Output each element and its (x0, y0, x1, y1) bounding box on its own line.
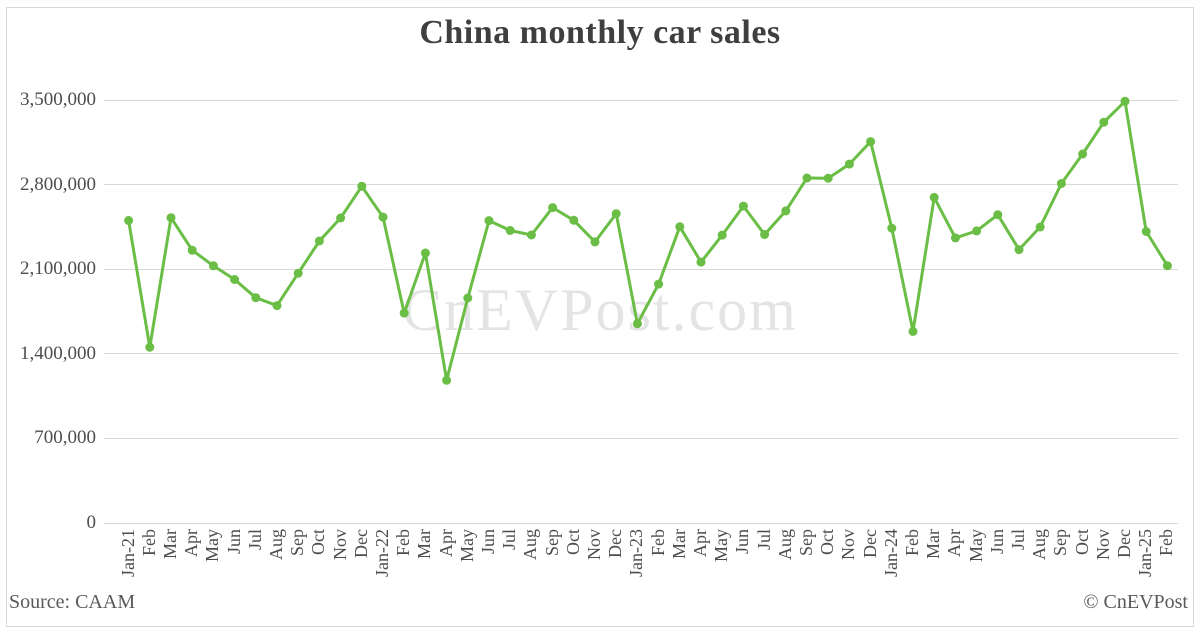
data-point-marker (187, 245, 197, 255)
data-point-marker (378, 212, 388, 222)
data-point-marker (866, 137, 876, 147)
data-point-marker (781, 206, 791, 216)
data-point-marker (145, 342, 155, 352)
y-axis-tick-label: 0 (86, 512, 97, 533)
data-point-marker (357, 181, 367, 191)
data-point-marker (1120, 96, 1130, 106)
y-gridline (104, 522, 1178, 524)
data-point-marker (251, 293, 261, 303)
y-axis-tick-label: 1,400,000 (20, 342, 96, 364)
data-point-marker (950, 233, 960, 243)
data-point-marker (696, 257, 706, 267)
data-point-marker (442, 375, 452, 385)
data-point-marker (1035, 222, 1045, 232)
data-point-marker (336, 213, 346, 223)
y-gridline (104, 184, 1178, 186)
y-axis-tick-label: 2,100,000 (20, 258, 96, 280)
data-point-marker (908, 326, 918, 336)
y-gridline (104, 437, 1178, 439)
y-gridline (104, 353, 1178, 355)
data-point-marker (844, 159, 854, 169)
data-point-marker (399, 308, 409, 318)
data-point-marker (230, 275, 240, 284)
data-point-marker (823, 173, 833, 183)
data-point-marker (1014, 245, 1024, 255)
data-point-marker (293, 268, 303, 278)
data-point-marker (887, 223, 897, 233)
y-gridline (104, 99, 1178, 101)
data-point-marker (717, 230, 727, 240)
chart-title: China monthly car sales (419, 14, 781, 51)
data-point-marker (993, 210, 1003, 220)
data-point-marker (802, 173, 812, 183)
data-point-marker (929, 192, 939, 202)
series-line (127, 99, 1169, 382)
y-axis-tick-label: 3,500,000 (20, 89, 96, 110)
data-point-marker (124, 216, 134, 225)
copyright-label: © CnEVPost (1083, 591, 1188, 613)
data-point-marker (632, 319, 642, 329)
data-point-marker (611, 209, 621, 219)
data-point-marker (463, 293, 473, 303)
data-point-marker (548, 203, 558, 213)
y-gridline (104, 268, 1178, 270)
data-point-marker (590, 237, 600, 247)
y-axis-tick-label: 2,800,000 (20, 173, 96, 195)
data-point-marker (738, 201, 748, 211)
data-point-marker (208, 261, 218, 271)
data-point-marker (569, 215, 579, 225)
data-point-marker (1162, 261, 1172, 271)
data-point-marker (484, 216, 494, 226)
source-label: Source: CAAM (9, 591, 136, 613)
data-point-marker (675, 222, 685, 232)
data-point-marker (1099, 117, 1109, 127)
data-point-marker (1056, 179, 1066, 188)
data-point-marker (972, 226, 982, 236)
data-point-marker (760, 230, 770, 239)
data-point-marker (1078, 149, 1088, 159)
watermark: CnEVPost.com (402, 277, 798, 343)
y-axis-tick-label: 700,000 (34, 427, 96, 449)
data-point-marker (654, 279, 664, 289)
data-point-marker (526, 230, 536, 240)
data-point-marker (505, 226, 515, 235)
data-point-marker (272, 301, 282, 311)
data-point-marker (1141, 227, 1151, 236)
data-point-marker (314, 236, 324, 246)
data-point-marker (166, 213, 176, 223)
data-point-marker (420, 248, 430, 258)
